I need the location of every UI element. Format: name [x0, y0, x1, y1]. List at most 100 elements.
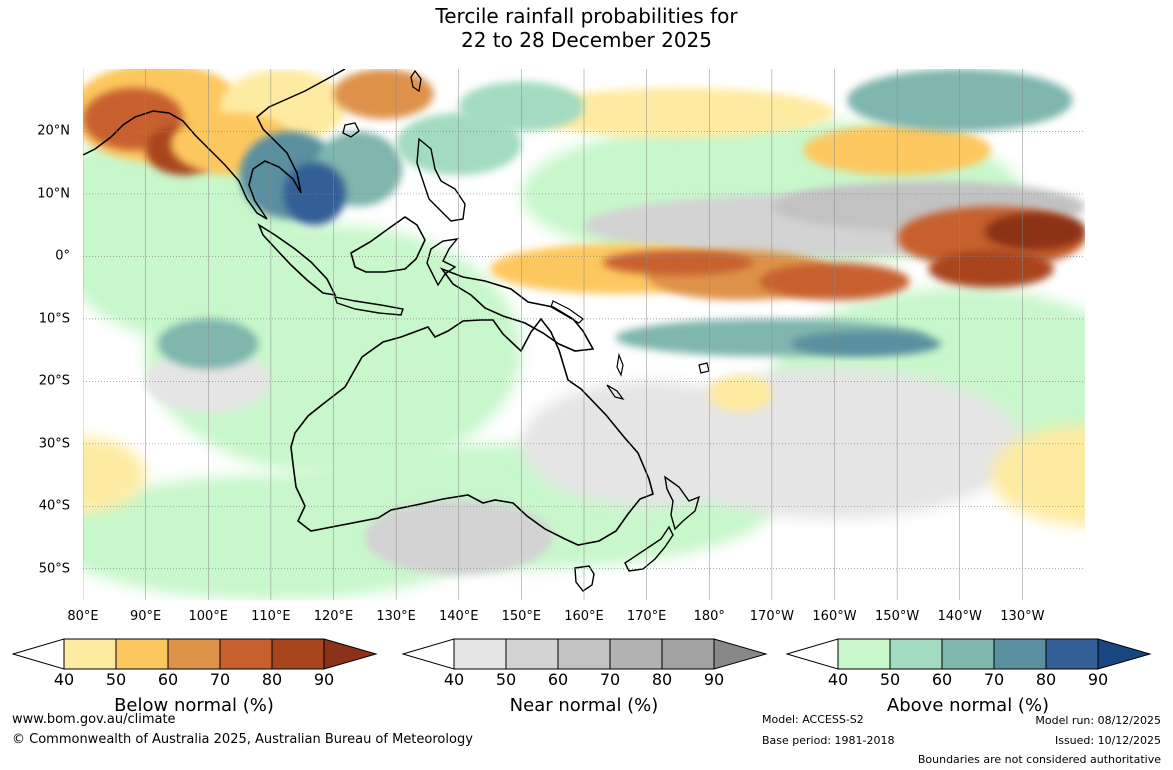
longitude-label: 90°E [129, 609, 162, 624]
longitude-label: 120°E [313, 609, 354, 624]
colorbar-segment [115, 638, 169, 670]
latitude-label: 30°S [38, 436, 70, 452]
colorbar-tick-label: 90 [703, 670, 725, 689]
below-normal-legend-title: Below normal (%) [114, 695, 274, 716]
longitude-label: 170°W [749, 609, 794, 624]
probability-patch [984, 212, 1085, 251]
latitude-label: 20°S [38, 373, 70, 389]
probability-patch [709, 375, 772, 413]
longitude-label: 130°E [376, 609, 416, 624]
probability-patch [83, 475, 490, 600]
rainfall-probability-map [83, 69, 1085, 600]
longitude-label: 150°E [501, 609, 542, 624]
near-normal-colorbar [402, 638, 768, 670]
colorbar-tick-label: 70 [209, 670, 231, 689]
longitude-label: 80°E [67, 609, 99, 624]
colorbar-segment [505, 638, 559, 670]
longitude-label: 160°W [812, 609, 857, 624]
java-outline [333, 296, 404, 316]
probability-patch [602, 250, 754, 276]
colorbar-tick-label: 90 [313, 670, 335, 689]
colorbar-segment [993, 638, 1047, 670]
colorbar-low-arrow [786, 638, 839, 670]
new-caledonia-outline [606, 384, 625, 400]
colorbar-tick-label: 60 [157, 670, 179, 689]
colorbar-tick-label: 90 [1087, 670, 1109, 689]
colorbar-high-arrow [1097, 638, 1152, 670]
map-title-line1: Tercile rainfall probabilities for [435, 4, 738, 28]
longitude-label: 110°E [251, 609, 291, 624]
colorbar-segment [219, 638, 273, 670]
colorbar-segment [889, 638, 943, 670]
vanuatu-outline [616, 352, 624, 377]
colorbar-segment [271, 638, 325, 670]
asia-mainland-outline [83, 69, 346, 220]
model-name: Model: ACCESS-S2 [762, 713, 864, 726]
landmass-outlines [83, 69, 710, 592]
website-link[interactable]: www.bom.gov.au/climate [12, 712, 176, 727]
colorbar-low-arrow [12, 638, 65, 670]
new-zealand-south-island-outline [624, 525, 674, 572]
above-normal-colorbar [786, 638, 1152, 670]
longitude-label: 170°E [626, 609, 667, 624]
borneo-outline [350, 216, 426, 273]
probability-patch [333, 69, 434, 119]
colorbar-segment [837, 638, 891, 670]
map-title: Tercile rainfall probabilities for 22 to… [0, 4, 1173, 52]
copyright-notice: © Commonwealth of Australia 2025, Austra… [12, 732, 473, 747]
colorbar-tick-label: 40 [827, 670, 849, 689]
near-normal-legend-title: Near normal (%) [509, 695, 659, 716]
solomon-islands-outline [550, 300, 584, 324]
map-title-line2: 22 to 28 December 2025 [460, 28, 712, 52]
colorbar-tick-label: 80 [651, 670, 673, 689]
latitude-label: 10°N [37, 186, 70, 202]
longitude-label: 150°W [875, 609, 920, 624]
colorbar-low-arrow [402, 638, 455, 670]
probability-patch [790, 331, 941, 357]
colorbar-segment [1045, 638, 1099, 670]
issued-date: Issued: 10/12/2025 [1054, 734, 1161, 747]
latitude-label: 50°S [38, 561, 70, 577]
colorbar-tick-label: 50 [879, 670, 901, 689]
colorbar-segment [609, 638, 663, 670]
colorbar-tick-label: 50 [105, 670, 127, 689]
colorbar-segment [557, 638, 611, 670]
above-normal-legend-title: Above normal (%) [886, 695, 1050, 716]
colorbar-tick-label: 40 [443, 670, 465, 689]
longitude-label: 140°W [937, 609, 982, 624]
probability-patch [928, 250, 1054, 288]
boundaries-disclaimer: Boundaries are not considered authoritat… [917, 753, 1161, 766]
longitude-label: 100°E [188, 609, 229, 624]
colorbar-segment [63, 638, 117, 670]
longitude-label: 130°W [1000, 609, 1045, 624]
longitude-label: 140°E [438, 609, 479, 624]
fiji-outline [698, 362, 710, 374]
philippines-outline [416, 137, 466, 222]
colorbar-segment [941, 638, 995, 670]
colorbar-tick-label: 60 [931, 670, 953, 689]
graticule [83, 69, 1085, 600]
probability-patch [521, 87, 835, 138]
colorbar-high-arrow [323, 638, 378, 670]
colorbar-tick-label: 40 [53, 670, 75, 689]
longitude-label: 180° [693, 609, 725, 624]
latitude-label: 40°S [38, 498, 70, 514]
colorbar-segment [167, 638, 221, 670]
longitude-label: 160°E [564, 609, 604, 624]
latitude-label: 0° [55, 248, 70, 264]
colorbar-tick-label: 60 [547, 670, 569, 689]
colorbar-segment [661, 638, 715, 670]
tasmania-outline [574, 565, 595, 592]
colorbar-tick-label: 70 [599, 670, 621, 689]
sumatra-outline [257, 223, 337, 297]
model-run-date: Model run: 08/12/2025 [1035, 714, 1161, 727]
colorbar-high-arrow [713, 638, 768, 670]
colorbar-tick-label: 50 [495, 670, 517, 689]
map-canvas [83, 69, 1085, 600]
latitude-label: 20°N [37, 123, 70, 139]
colorbar-tick-label: 80 [1035, 670, 1057, 689]
base-period: Base period: 1981-2018 [762, 734, 895, 747]
sulawesi-outline [426, 238, 459, 287]
taiwan-outline [410, 69, 422, 93]
australia-outline [290, 317, 654, 546]
